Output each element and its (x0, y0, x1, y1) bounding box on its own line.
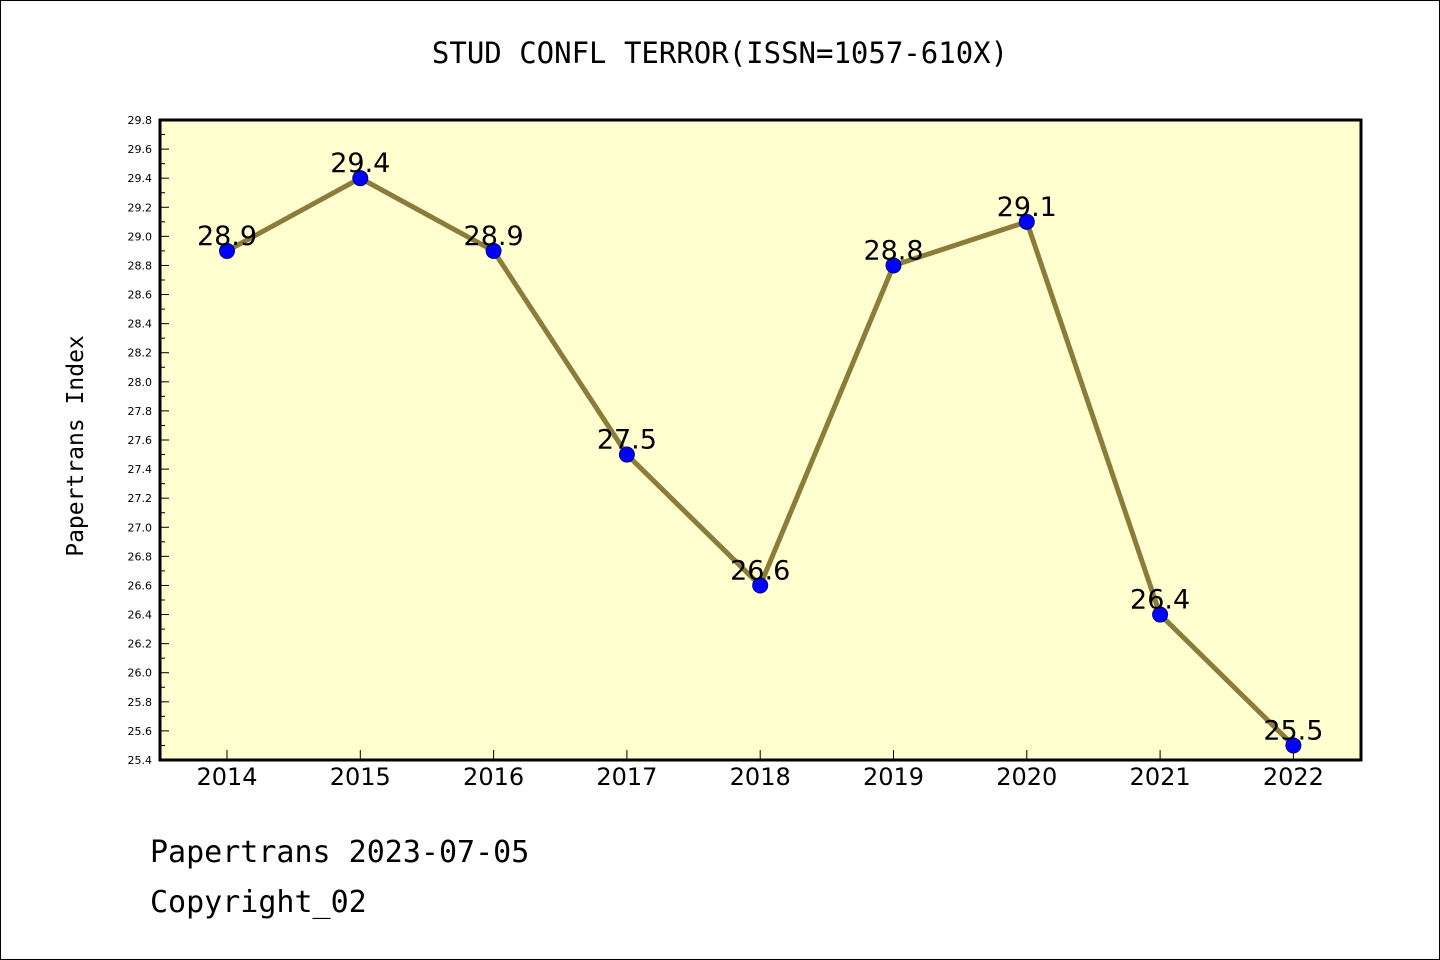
footer-date: Papertrans 2023-07-05 (150, 835, 530, 870)
data-point (1152, 606, 1169, 623)
x-tick-label: 2018 (730, 763, 791, 791)
y-tick-label: 28.6 (128, 289, 153, 302)
data-labels: 28.9 29.4 28.9 27.5 26.6 28.8 29.1 26.4 25.5 (197, 148, 1324, 746)
data-label: 28.9 (197, 221, 257, 252)
data-label: 27.5 (597, 425, 657, 456)
y-tick-label: 26.2 (128, 638, 153, 651)
data-point (752, 577, 769, 594)
y-tick-label: 28.8 (128, 259, 153, 272)
data-point (485, 242, 502, 259)
x-tick-label: 2021 (1130, 763, 1191, 791)
data-point (1285, 737, 1302, 754)
x-axis: 2014 2015 2016 2017 2018 2019 2020 2021 2022 (196, 750, 1324, 791)
data-label: 29.4 (330, 148, 390, 179)
data-label: 28.8 (863, 235, 923, 266)
y-tick-label: 25.8 (128, 696, 153, 709)
y-tick-label: 26.6 (128, 579, 153, 592)
y-tick-label: 27.6 (128, 434, 153, 447)
y-tick-label: 27.0 (128, 521, 153, 534)
x-tick-label: 2020 (996, 763, 1057, 791)
y-tick-label: 25.4 (128, 754, 153, 767)
data-point (885, 257, 902, 274)
x-tick-label: 2019 (863, 763, 924, 791)
data-points (219, 170, 1302, 754)
data-point (618, 446, 635, 463)
x-tick-label: 2015 (330, 763, 391, 791)
y-tick-label: 28.0 (128, 376, 153, 389)
y-tick-label: 26.4 (128, 609, 153, 622)
data-label: 29.1 (997, 192, 1057, 223)
data-label: 28.9 (464, 221, 524, 252)
y-tick-label: 29.8 (128, 114, 153, 127)
y-tick-label: 28.4 (128, 318, 153, 331)
y-tick-label: 28.2 (128, 347, 153, 360)
data-label: 26.6 (730, 555, 790, 586)
y-tick-label: 29.2 (128, 201, 153, 214)
y-axis: 25.4 25.6 25.8 26.0 26.2 26.4 26.6 26.8 27.0 27.2… (128, 114, 169, 767)
y-tick-label: 29.6 (128, 143, 153, 156)
y-tick-label: 26.0 (128, 667, 153, 680)
y-tick-label: 27.8 (128, 405, 153, 418)
data-point (1018, 213, 1035, 230)
y-tick-label: 25.6 (128, 725, 153, 738)
plot-area (158, 118, 1363, 762)
x-tick-label: 2014 (196, 763, 257, 791)
x-tick-label: 2017 (596, 763, 657, 791)
x-tick-label: 2022 (1263, 763, 1324, 791)
x-tick-label: 2016 (463, 763, 524, 791)
y-tick-label: 27.4 (128, 463, 153, 476)
y-tick-label: 29.4 (128, 172, 153, 185)
footer-copyright: Copyright_02 (150, 885, 367, 920)
chart-title: STUD CONFL TERROR(ISSN=1057-610X) (431, 36, 1009, 70)
y-tick-label: 29.0 (128, 230, 153, 243)
y-tick-label: 27.2 (128, 492, 153, 505)
y-tick-label: 26.8 (128, 550, 153, 563)
data-label: 26.4 (1130, 585, 1190, 616)
data-label: 25.5 (1263, 715, 1323, 746)
data-point (219, 242, 235, 259)
data-point (352, 170, 369, 187)
